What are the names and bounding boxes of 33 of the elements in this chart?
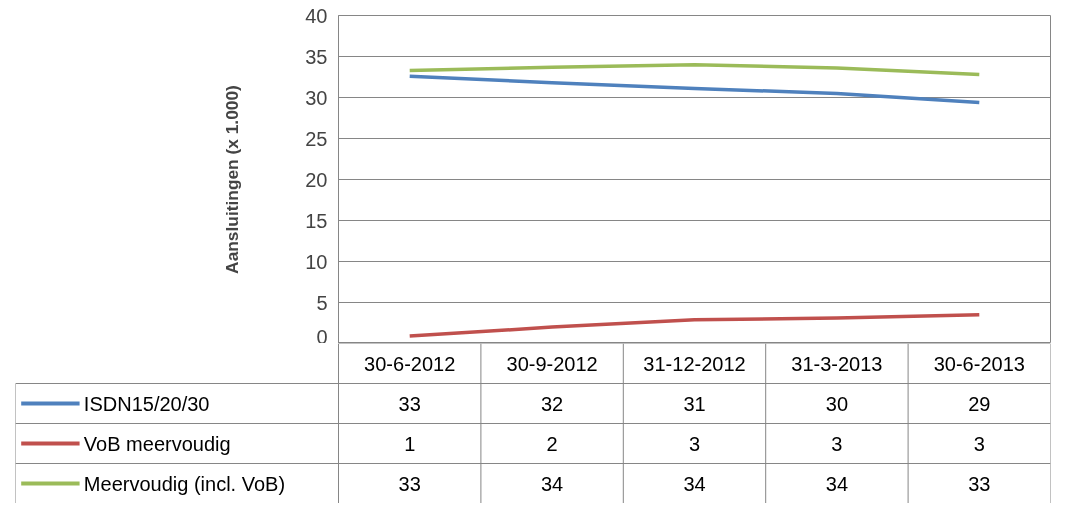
data-label: 33 [398,392,421,415]
data-label: 34 [825,472,849,495]
data-label: 3 [688,432,701,455]
x-tick-label: 31-12-2012 [643,352,746,375]
x-tick-label: 30-6-2012 [364,352,456,375]
legend-label: VoB meervoudig [83,432,231,455]
data-label: 3 [973,432,985,455]
legend-label: Meervoudig (incl. VoB) [83,472,286,495]
y-tick-label: 20 [305,168,328,191]
y-tick-label: 10 [305,250,328,273]
data-label: 34 [683,472,706,495]
y-tick-label: 0 [316,325,328,348]
y-axis-title: Aansluitingen (x 1.000) [222,85,243,274]
data-label: 31 [683,392,706,415]
data-label: 32 [540,392,564,415]
x-tick-label: 31-3-2013 [791,352,883,375]
y-tick-label: 30 [305,86,328,109]
data-label: 2 [546,432,558,455]
y-tick-label: 5 [316,291,328,314]
y-tick-label: 25 [305,127,328,150]
data-label: 34 [540,472,564,495]
x-tick-label: 30-6-2013 [933,352,1025,375]
data-label: 33 [398,472,421,495]
y-tick-label: 35 [305,45,328,68]
data-label: 30 [825,392,849,415]
data-label: 29 [968,392,991,415]
data-label: 1 [404,432,416,455]
data-label: 33 [968,472,991,495]
x-tick-label: 30-9-2012 [506,352,598,375]
y-tick-label: 15 [305,209,328,232]
legend-label: ISDN15/20/30 [83,392,210,415]
y-tick-label: 40 [305,4,328,27]
data-label: 3 [831,432,843,455]
